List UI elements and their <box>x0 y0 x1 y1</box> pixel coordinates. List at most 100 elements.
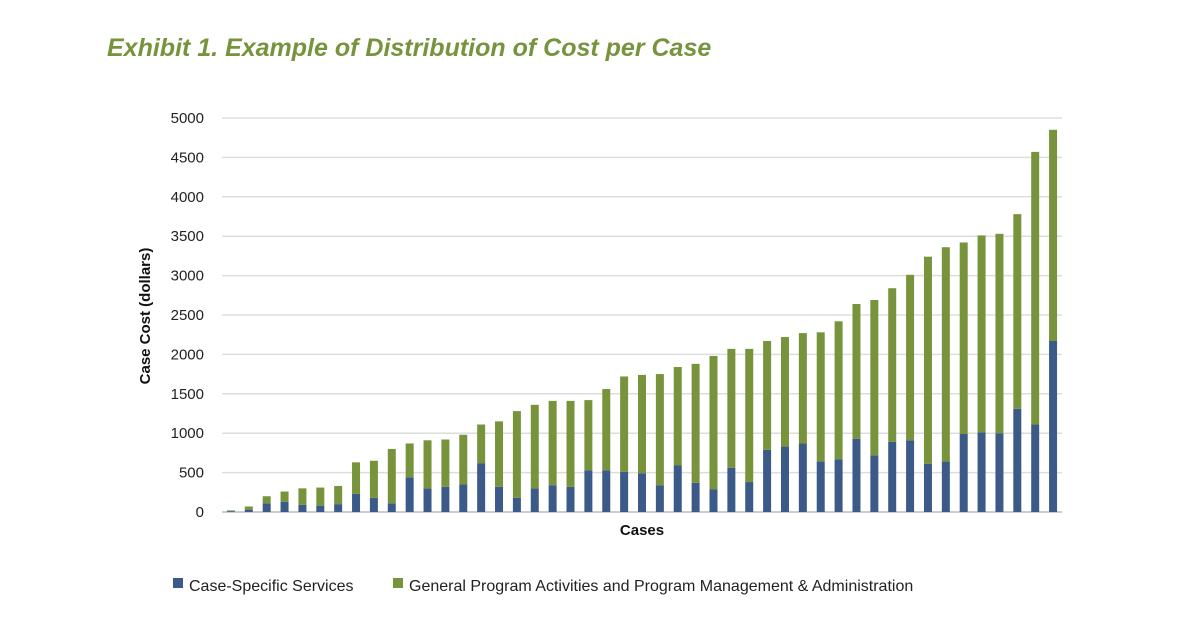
bar-general-program <box>834 321 843 460</box>
bar-case-specific <box>1031 424 1040 512</box>
bar-general-program <box>316 487 325 506</box>
bar-general-program <box>727 348 736 468</box>
y-tick-label: 4000 <box>171 189 204 206</box>
bar-case-specific <box>727 467 736 512</box>
y-tick-label: 1000 <box>171 425 204 442</box>
bar-general-program <box>780 337 789 447</box>
bar-general-program <box>1013 214 1022 409</box>
bar-general-program <box>977 235 986 433</box>
bar-case-specific <box>602 470 611 512</box>
legend-label-general: General Program Activities and Program M… <box>409 578 913 595</box>
bar-case-specific <box>870 455 879 512</box>
bar-general-program <box>441 439 450 487</box>
legend-swatch-case-specific <box>173 578 183 588</box>
bar-case-specific <box>763 449 772 512</box>
bar-case-specific <box>620 471 629 512</box>
bar-general-program <box>405 443 414 478</box>
bar-general-program <box>959 242 968 434</box>
legend-label-case-specific: Case-Specific Services <box>189 578 354 595</box>
bar-general-program <box>602 389 611 471</box>
bar-case-specific <box>262 503 271 512</box>
bar-case-specific <box>709 489 718 512</box>
bar-case-specific <box>923 463 932 512</box>
bar-general-program <box>369 460 378 498</box>
bar-general-program <box>334 485 343 505</box>
bar-case-specific <box>334 504 343 512</box>
bar-general-program <box>816 332 825 462</box>
bar-case-specific <box>745 482 754 512</box>
bar-case-specific <box>638 473 646 512</box>
y-tick-label: 2500 <box>171 307 204 324</box>
bar-case-specific <box>477 463 486 512</box>
bar-case-specific <box>941 461 950 512</box>
bar-case-specific <box>495 486 504 512</box>
bar-case-specific <box>548 485 557 512</box>
bar-case-specific <box>387 503 396 512</box>
bar-general-program <box>244 506 253 510</box>
bar-case-specific <box>405 477 414 512</box>
bar-case-specific <box>512 497 521 512</box>
bar-case-specific <box>459 484 468 512</box>
bar-case-specific <box>852 438 861 512</box>
bar-case-specific <box>1049 341 1058 512</box>
bar-general-program <box>280 491 289 502</box>
x-axis-label: Cases <box>620 522 664 539</box>
bar-general-program <box>673 367 682 466</box>
bar-general-program <box>709 355 718 490</box>
bar-general-program <box>262 496 271 504</box>
bar-case-specific <box>888 441 897 512</box>
bar-case-specific <box>226 511 235 512</box>
bar-case-specific <box>995 433 1004 512</box>
bar-case-specific <box>655 485 664 512</box>
bar-case-specific <box>906 440 915 512</box>
bar-case-specific <box>566 486 575 512</box>
bar-case-specific <box>959 433 968 512</box>
bar-case-specific <box>816 461 825 512</box>
bar-general-program <box>691 363 700 483</box>
bar-general-program <box>923 256 932 464</box>
bar-general-program <box>512 411 521 498</box>
bar-case-specific <box>834 459 843 512</box>
legend: Case-Specific Services General Program A… <box>173 578 913 595</box>
bar-general-program <box>888 288 897 442</box>
y-tick-label: 3000 <box>171 268 204 285</box>
legend-swatch-general <box>393 578 403 588</box>
bar-case-specific <box>441 486 450 512</box>
bar-general-program <box>1031 151 1040 425</box>
bar-general-program <box>906 274 915 441</box>
bar-general-program <box>745 348 754 483</box>
bar-general-program <box>352 462 361 494</box>
bar-general-program <box>298 488 307 505</box>
bar-general-program <box>870 300 879 456</box>
bar-general-program <box>566 400 575 487</box>
bar-case-specific <box>423 488 432 512</box>
bar-case-specific <box>530 488 539 512</box>
bar-general-program <box>941 247 950 462</box>
bar-case-specific <box>369 497 378 512</box>
bar-general-program <box>495 421 504 487</box>
bar-general-program <box>620 376 629 472</box>
bar-case-specific <box>316 505 325 512</box>
y-tick-label: 500 <box>179 465 204 482</box>
bar-general-program <box>638 374 646 474</box>
bar-case-specific <box>798 443 807 512</box>
chart-title: Exhibit 1. Example of Distribution of Co… <box>107 34 712 62</box>
bar-general-program <box>995 233 1004 434</box>
bar-general-program <box>423 440 432 489</box>
bar-general-program <box>798 333 807 444</box>
bar-case-specific <box>280 501 289 512</box>
bar-general-program <box>852 303 861 439</box>
bar-general-program <box>1049 129 1058 342</box>
y-tick-label: 4500 <box>171 149 204 166</box>
bar-case-specific <box>673 465 682 512</box>
bar-general-program <box>459 434 468 485</box>
y-tick-label: 1500 <box>171 386 204 403</box>
y-tick-label: 0 <box>196 504 204 521</box>
y-tick-label: 5000 <box>171 110 204 127</box>
y-tick-label: 2000 <box>171 346 204 363</box>
bar-case-specific <box>691 482 700 512</box>
y-tick-label: 3500 <box>171 228 204 245</box>
bar-case-specific <box>977 432 986 512</box>
bar-case-specific <box>780 446 789 512</box>
